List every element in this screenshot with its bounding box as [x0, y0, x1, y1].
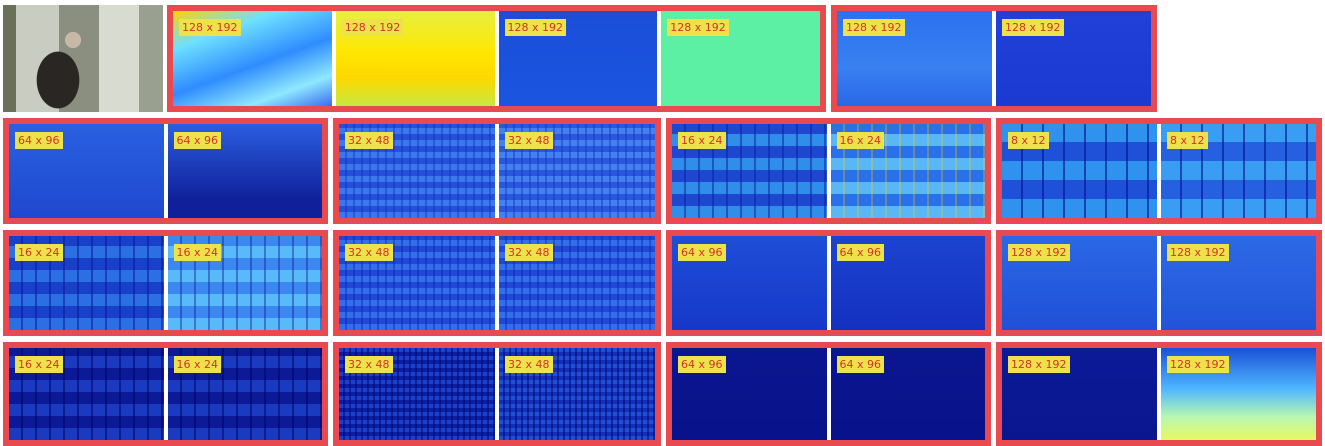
size-label: 32 x 48	[345, 132, 393, 149]
feature-map: 16 x 24	[167, 348, 322, 440]
feature-map: 64 x 96	[672, 348, 827, 440]
feature-map: 32 x 48	[499, 348, 655, 440]
size-label: 128 x 192	[1002, 19, 1064, 36]
feature-group: 32 x 48 32 x 48	[333, 342, 661, 446]
panel-strip: 64 x 96 64 x 96	[672, 236, 985, 330]
size-label: 128 x 192	[1008, 244, 1070, 261]
feature-group: 64 x 96 64 x 96	[666, 342, 991, 446]
feature-map: 32 x 48	[339, 124, 495, 218]
size-label: 32 x 48	[505, 356, 553, 373]
panel-strip: 16 x 24 16 x 24	[672, 124, 985, 218]
feature-group: 8 x 12 8 x 12	[996, 118, 1322, 224]
size-label: 16 x 24	[678, 132, 726, 149]
feature-map: 128 x 192	[837, 11, 992, 106]
feature-map: 32 x 48	[499, 236, 655, 330]
panel-strip: 16 x 24 16 x 24	[9, 348, 322, 440]
feature-group: 32 x 48 32 x 48	[333, 118, 661, 224]
feature-group: 128 x 192 128 x 192	[831, 5, 1157, 112]
size-label: 64 x 96	[836, 244, 884, 261]
panel-strip: 8 x 12 8 x 12	[1002, 124, 1316, 218]
feature-map: 16 x 24	[9, 348, 164, 440]
size-label: 128 x 192	[667, 19, 729, 36]
size-label: 32 x 48	[505, 132, 553, 149]
size-label: 64 x 96	[678, 244, 726, 261]
feature-map: 16 x 24	[672, 124, 827, 218]
size-label: 64 x 96	[836, 356, 884, 373]
size-label: 128 x 192	[1167, 356, 1229, 373]
panel-strip: 64 x 96 64 x 96	[9, 124, 322, 218]
size-label: 64 x 96	[678, 356, 726, 373]
size-label: 128 x 192	[179, 19, 241, 36]
feature-map: 16 x 24	[830, 124, 985, 218]
feature-group: 16 x 24 16 x 24	[3, 230, 328, 336]
size-label: 8 x 12	[1167, 132, 1208, 149]
feature-map: 128 x 192	[996, 11, 1151, 106]
feature-map: 16 x 24	[167, 236, 322, 330]
size-label: 128 x 192	[843, 19, 905, 36]
feature-map: 128 x 192	[661, 11, 820, 106]
size-label: 128 x 192	[504, 19, 566, 36]
feature-map: 64 x 96	[830, 236, 985, 330]
feature-group: 32 x 48 32 x 48	[333, 230, 661, 336]
size-label: 64 x 96	[15, 132, 63, 149]
size-label: 16 x 24	[15, 356, 63, 373]
feature-group: 128 x 192 128 x 192 128 x 192 128 x 192	[167, 5, 826, 112]
panel-strip: 32 x 48 32 x 48	[339, 236, 655, 330]
panel-strip: 32 x 48 32 x 48	[339, 348, 655, 440]
feature-map: 128 x 192	[1002, 348, 1157, 440]
size-label: 128 x 192	[1167, 244, 1229, 261]
feature-map: 32 x 48	[339, 348, 495, 440]
feature-map: 128 x 192	[1161, 348, 1316, 440]
panel-strip: 128 x 192 128 x 192 128 x 192 128 x 192	[173, 11, 820, 106]
size-label: 16 x 24	[173, 244, 221, 261]
feature-group: 64 x 96 64 x 96	[666, 230, 991, 336]
feature-group: 64 x 96 64 x 96	[3, 118, 328, 224]
feature-map: 64 x 96	[672, 236, 827, 330]
panel-strip: 128 x 192 128 x 192	[1002, 348, 1316, 440]
panel-strip: 32 x 48 32 x 48	[339, 124, 655, 218]
feature-map: 128 x 192	[1002, 236, 1157, 330]
size-label: 8 x 12	[1008, 132, 1049, 149]
size-label: 32 x 48	[345, 356, 393, 373]
size-label: 16 x 24	[15, 244, 63, 261]
feature-group: 16 x 24 16 x 24	[3, 342, 328, 446]
size-label: 32 x 48	[505, 244, 553, 261]
feature-map: 128 x 192	[173, 11, 332, 106]
feature-group: 128 x 192 128 x 192	[996, 342, 1322, 446]
feature-map: 64 x 96	[830, 348, 985, 440]
size-label: 128 x 192	[341, 19, 404, 36]
feature-map: 32 x 48	[339, 236, 495, 330]
feature-map: 128 x 192	[498, 11, 658, 106]
panel-strip: 128 x 192 128 x 192	[837, 11, 1151, 106]
input-photo	[3, 5, 163, 112]
panel-strip: 128 x 192 128 x 192	[1002, 236, 1316, 330]
feature-map: 64 x 96	[167, 124, 322, 218]
feature-map: 64 x 96	[9, 124, 164, 218]
size-label: 16 x 24	[836, 132, 884, 149]
feature-map: 32 x 48	[499, 124, 655, 218]
size-label: 32 x 48	[345, 244, 393, 261]
feature-map: 16 x 24	[9, 236, 164, 330]
feature-map: 8 x 12	[1002, 124, 1157, 218]
feature-group: 16 x 24 16 x 24	[666, 118, 991, 224]
size-label: 16 x 24	[173, 356, 221, 373]
feature-map: 128 x 192	[1161, 236, 1316, 330]
feature-map: 128 x 192	[335, 11, 495, 106]
size-label: 64 x 96	[173, 132, 221, 149]
feature-group: 128 x 192 128 x 192	[996, 230, 1322, 336]
panel-strip: 64 x 96 64 x 96	[672, 348, 985, 440]
panel-strip: 16 x 24 16 x 24	[9, 236, 322, 330]
size-label: 128 x 192	[1008, 356, 1070, 373]
feature-map: 8 x 12	[1161, 124, 1316, 218]
